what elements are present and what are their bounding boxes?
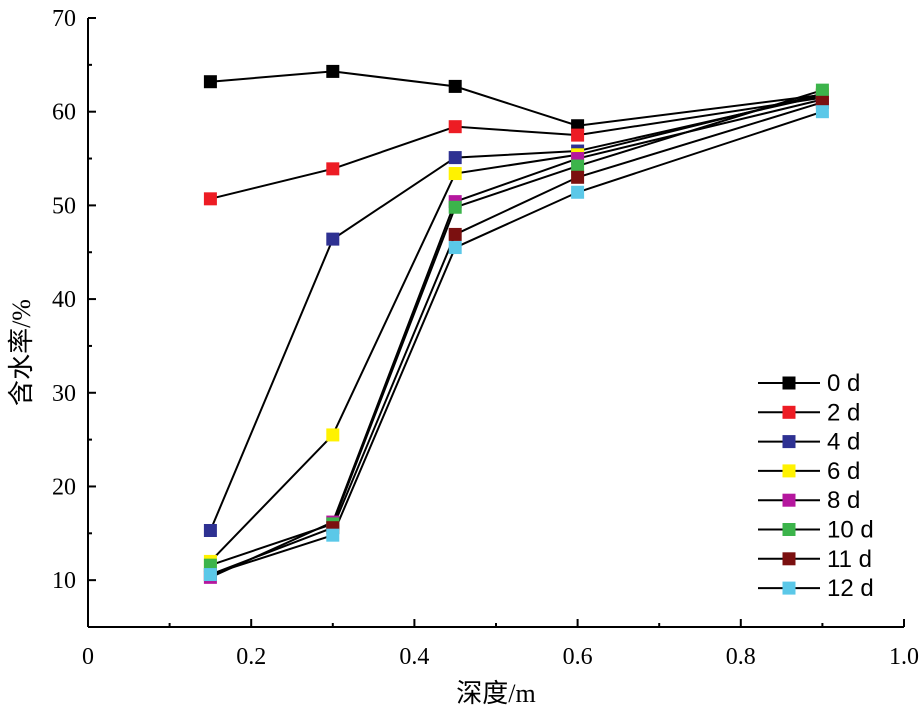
y-tick-label: 70 <box>52 6 76 32</box>
data-point-marker <box>326 232 340 246</box>
x-tick-label: 0 <box>82 644 94 670</box>
data-point-marker <box>203 75 217 89</box>
legend-label: 8 d <box>827 487 860 514</box>
data-point-marker <box>326 162 340 176</box>
y-tick-label: 20 <box>52 474 76 500</box>
legend-marker <box>782 523 796 536</box>
data-point-marker <box>448 227 462 241</box>
legend-marker <box>782 581 796 595</box>
legend-marker <box>782 493 796 507</box>
y-axis-ticks: 10 20 30 40 50 60 70 <box>52 6 96 594</box>
data-point-marker <box>448 241 462 255</box>
x-axis-title: 深度/m <box>456 679 535 708</box>
series-line <box>210 96 823 200</box>
legend-label: 6 d <box>827 458 860 485</box>
data-point-marker <box>571 185 585 199</box>
series-line <box>210 101 823 576</box>
series-lines <box>209 70 823 579</box>
x-tick-label: 0.6 <box>563 644 593 670</box>
legend-marker <box>782 376 796 390</box>
data-point-marker <box>203 192 217 206</box>
data-point-marker <box>326 528 340 542</box>
data-point-marker <box>571 170 585 184</box>
data-point-marker <box>448 120 462 134</box>
data-point-marker <box>448 151 462 165</box>
legend-label: 11 d <box>827 546 872 573</box>
data-point-marker <box>815 83 829 97</box>
y-tick-label: 10 <box>52 568 76 594</box>
legend-label: 4 d <box>827 429 860 456</box>
series-line <box>209 98 823 579</box>
data-point-marker <box>571 159 585 173</box>
x-tick-label: 0.4 <box>399 644 429 670</box>
data-point-marker <box>815 105 829 119</box>
legend: 0 d2 d 4 d6 d8 d 10 d11 d12 d <box>758 370 874 602</box>
legend-label: 2 d <box>827 399 860 426</box>
y-axis-title: 含水率/% <box>7 299 36 406</box>
x-tick-label: 0.8 <box>726 644 756 670</box>
x-tick-label: 1.0 <box>889 644 919 670</box>
legend-marker <box>782 464 796 478</box>
legend-label: 10 d <box>827 517 874 544</box>
series-line <box>209 92 823 563</box>
legend-label: 0 d <box>827 370 860 397</box>
data-point-marker <box>326 428 340 442</box>
data-point-marker <box>326 64 340 78</box>
x-tick-label: 0.2 <box>236 644 266 670</box>
data-point-marker <box>571 128 585 142</box>
y-tick-label: 60 <box>52 100 76 126</box>
legend-label: 12 d <box>827 575 874 602</box>
data-point-marker <box>203 568 217 582</box>
data-point-marker <box>203 523 217 537</box>
legend-marker <box>782 552 796 566</box>
data-point-marker <box>448 79 462 93</box>
legend-marker <box>782 435 796 449</box>
x-axis-ticks: 0 0.2 0.4 0.6 0.8 1.0 <box>82 619 919 670</box>
y-tick-label: 30 <box>52 381 76 407</box>
series-line <box>210 89 823 567</box>
data-point-marker <box>448 200 462 214</box>
y-tick-label: 50 <box>52 193 76 219</box>
series-markers <box>203 64 829 584</box>
y-tick-label: 40 <box>52 287 76 313</box>
legend-marker <box>782 405 796 419</box>
data-point-marker <box>448 167 462 181</box>
